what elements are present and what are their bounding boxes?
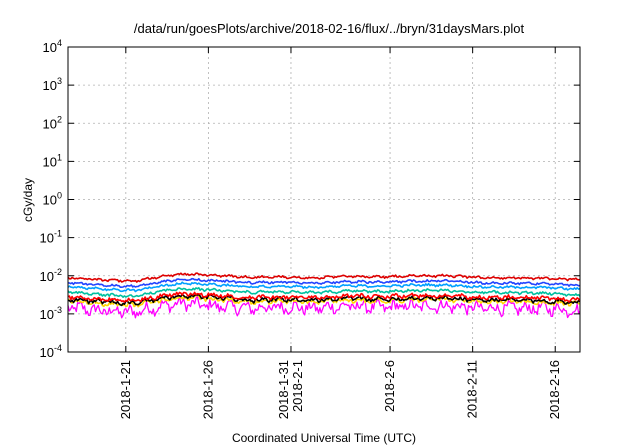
y-axis-label: cGy/day (21, 178, 35, 222)
x-tick-label: 2018-2-16 (547, 360, 562, 419)
x-tick-label: 2018-1-31 (276, 360, 291, 419)
x-axis-label: Coordinated Universal Time (UTC) (232, 431, 416, 445)
x-tick-label: 2018-1-26 (200, 360, 215, 419)
series-line (67, 277, 580, 289)
x-tick-label: 2018-2-1 (290, 360, 305, 412)
y-tick-label: 103 (43, 76, 62, 93)
y-tick-label: 101 (43, 152, 62, 169)
chart-title: /data/run/goesPlots/archive/2018-02-16/f… (134, 21, 525, 36)
series-line (67, 272, 581, 283)
y-tick-label: 102 (43, 114, 62, 131)
series-line (67, 286, 581, 299)
y-tick-label: 10-2 (40, 267, 62, 284)
series-layer (67, 272, 581, 319)
x-tick-label: 2018-2-11 (465, 360, 480, 418)
y-tick-label: 100 (43, 191, 62, 208)
y-tick-label: 104 (43, 38, 62, 55)
series-line (67, 293, 581, 307)
x-tick-label: 2018-2-6 (382, 360, 397, 412)
grid (68, 47, 580, 352)
x-ticks: 2018-1-21 2018-1-26 2018-1-31 2018-2-1 2018-… (118, 47, 562, 419)
series-line (67, 281, 581, 293)
y-tick-label: 10-3 (40, 305, 62, 322)
y-tick-label: 10-1 (40, 229, 62, 246)
y-tick-label: 10-4 (40, 343, 62, 360)
x-tick-label: 2018-1-21 (118, 360, 133, 419)
y-ticks: 10-4 10-3 10-2 10-1 100 101 102 103 104 (40, 38, 580, 360)
series-line (67, 291, 581, 303)
series-line (67, 295, 581, 319)
